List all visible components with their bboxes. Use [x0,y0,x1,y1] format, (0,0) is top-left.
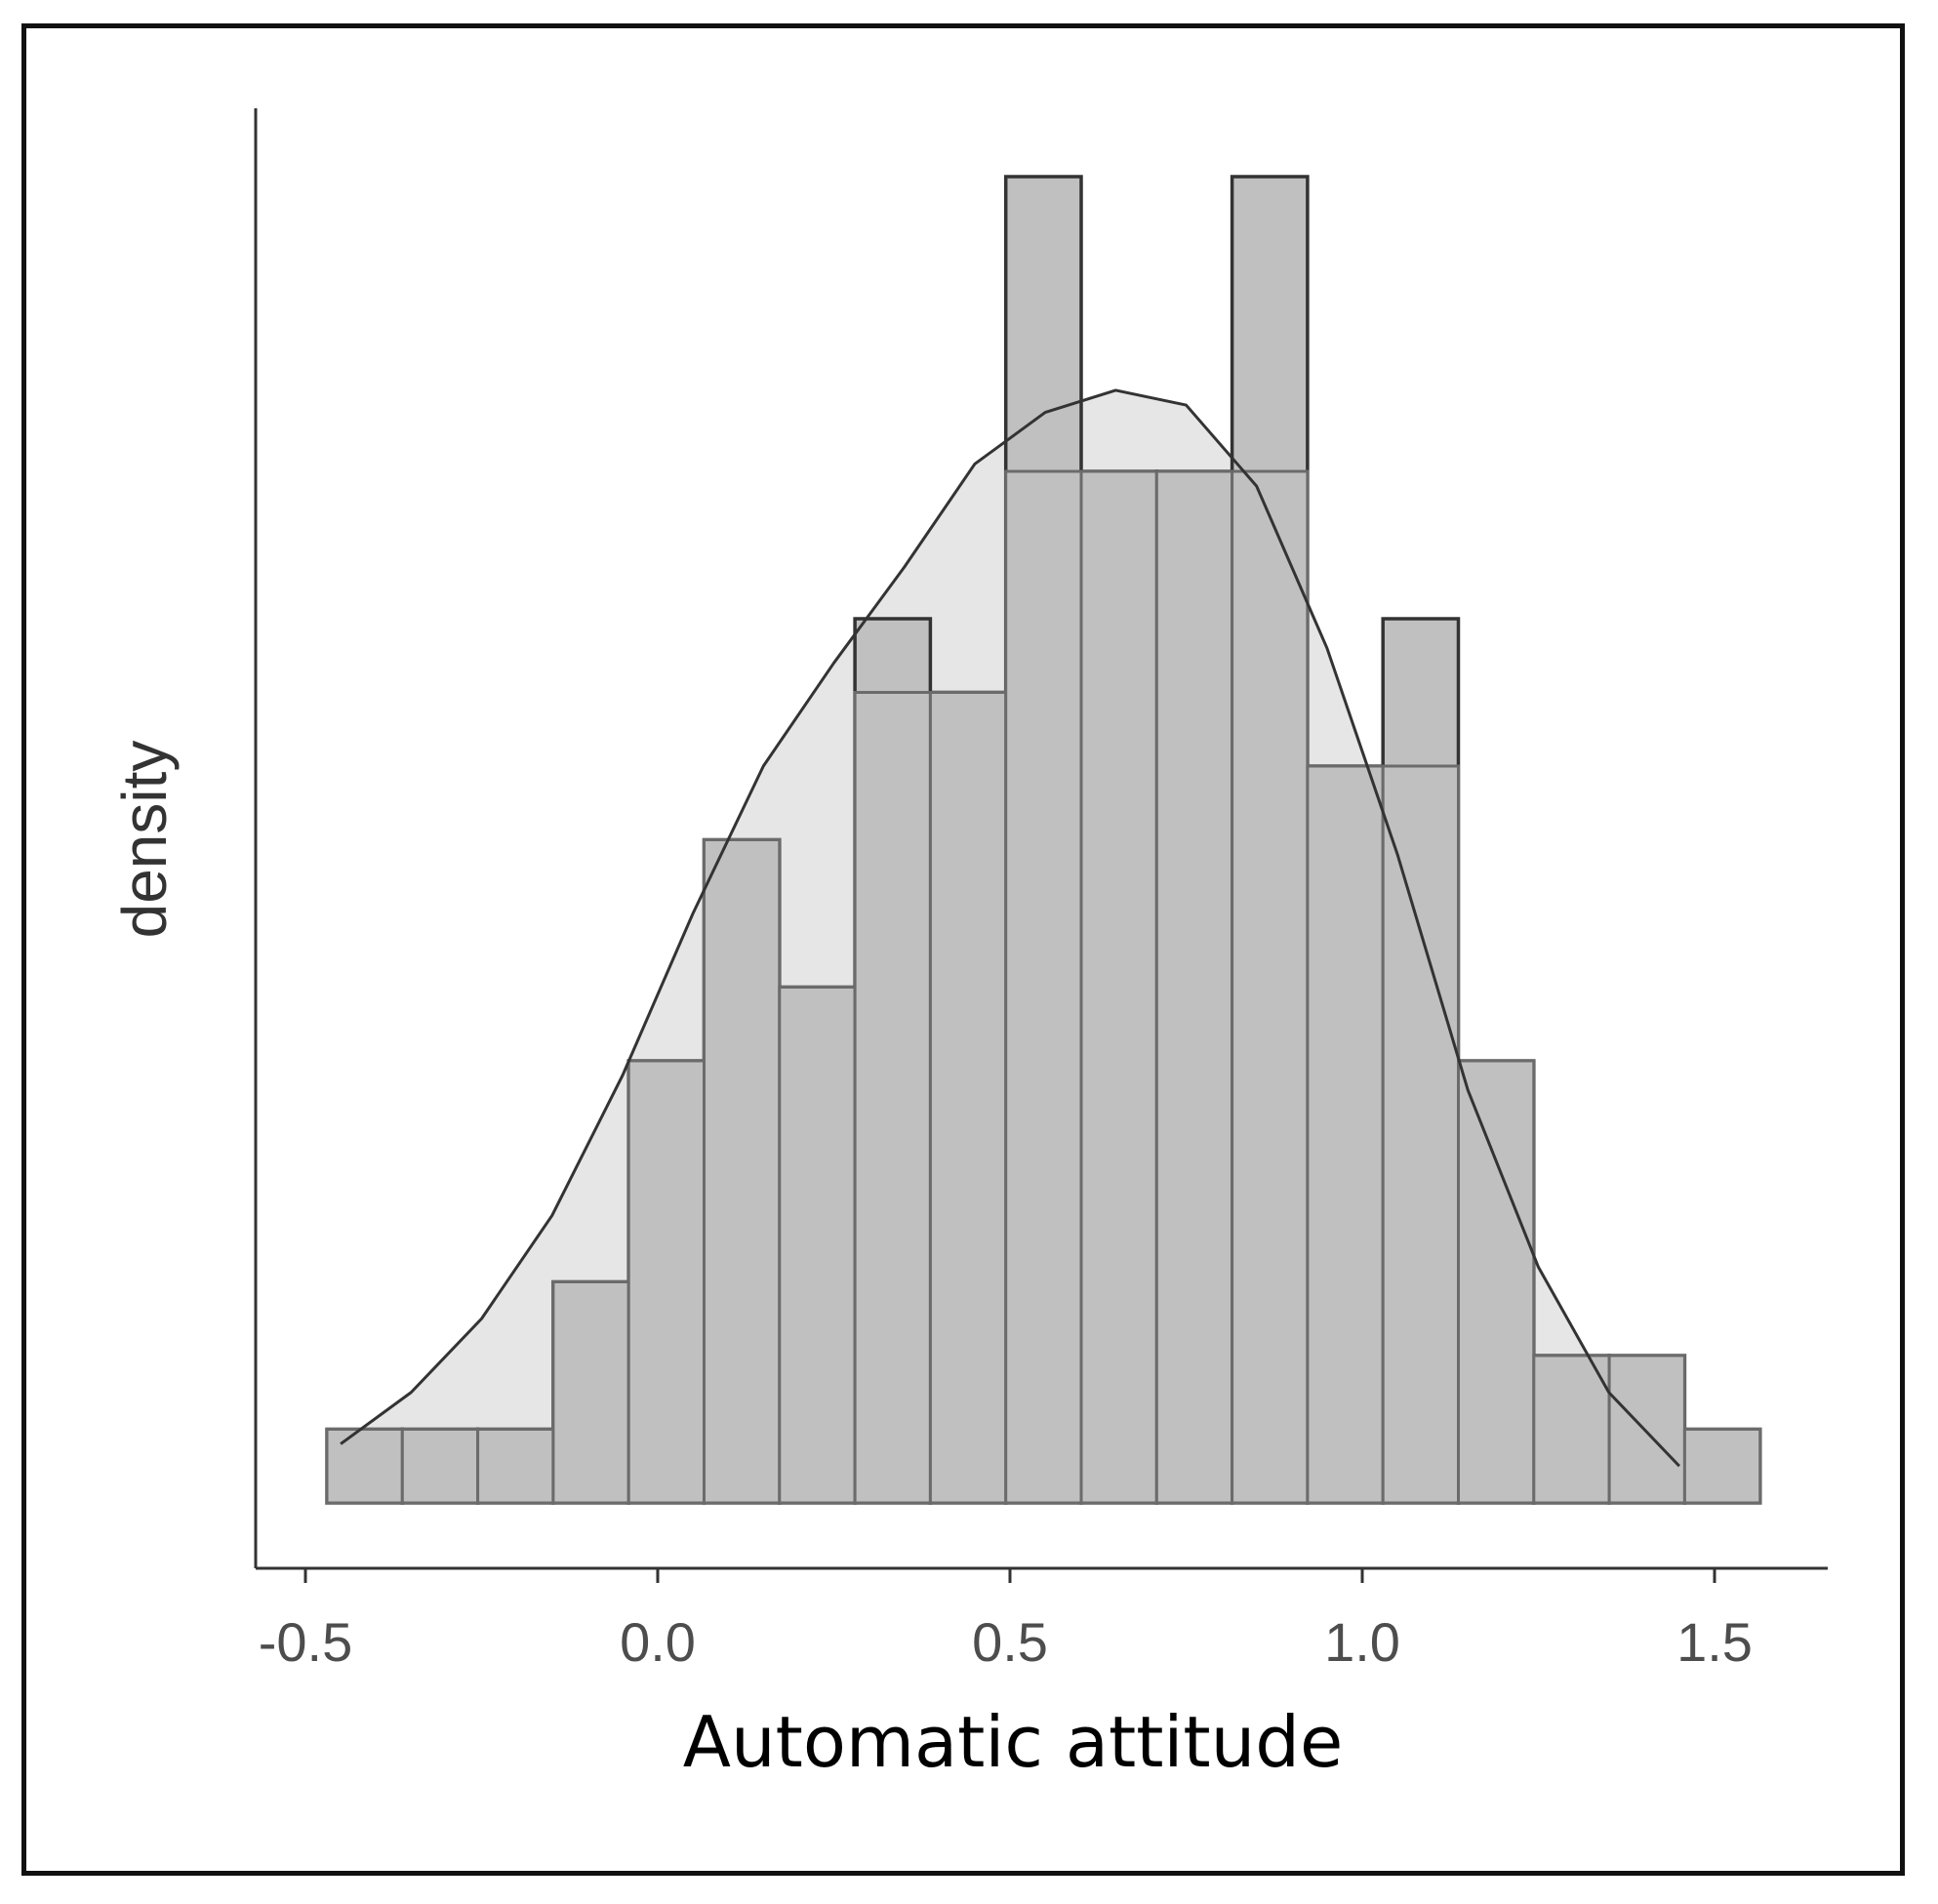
x-tick-label: 1.5 [1676,1611,1753,1673]
density-curve-layer [340,388,1680,1468]
histogram-bar-inner [626,1059,707,1505]
density-curve-line [340,388,1680,1468]
x-axis-label: Automatic attitude [683,1701,1344,1783]
x-tick-label: 1.0 [1324,1611,1400,1673]
histogram-bar-inner [853,691,932,1505]
histogram-bar-inner [1154,469,1234,1505]
y-axis-label: density [109,741,180,939]
histogram-bar-inner [400,1428,480,1505]
histogram-bar-inner [703,838,782,1505]
histogram-bar-inner [1004,469,1083,1505]
histogram-bar-inner [476,1428,555,1505]
histogram-bar-inner [1079,469,1158,1505]
histogram-bar-inner [1231,469,1310,1505]
histogram-bar-inner [1682,1428,1762,1505]
histogram-bar-inner [1607,1354,1686,1505]
x-tick-label: 0.0 [620,1611,696,1673]
x-tick-label: -0.5 [259,1611,353,1673]
histogram-bar-inner [551,1280,630,1505]
histogram-bar-inner [778,986,857,1505]
histogram-bar-inner [1381,764,1460,1505]
x-axis-ticks: -0.5 0.0 0.5 1.0 1.5 [259,1568,1753,1673]
histogram-bar-inner [325,1428,404,1505]
x-tick-label: 0.5 [972,1611,1048,1673]
histogram-bar-inner [928,691,1008,1505]
histogram-bar-inner [1306,764,1385,1505]
histogram-bar-inner [1532,1354,1611,1505]
histogram-bar-inner [1457,1059,1536,1505]
inner-bars-layer [325,469,1762,1505]
